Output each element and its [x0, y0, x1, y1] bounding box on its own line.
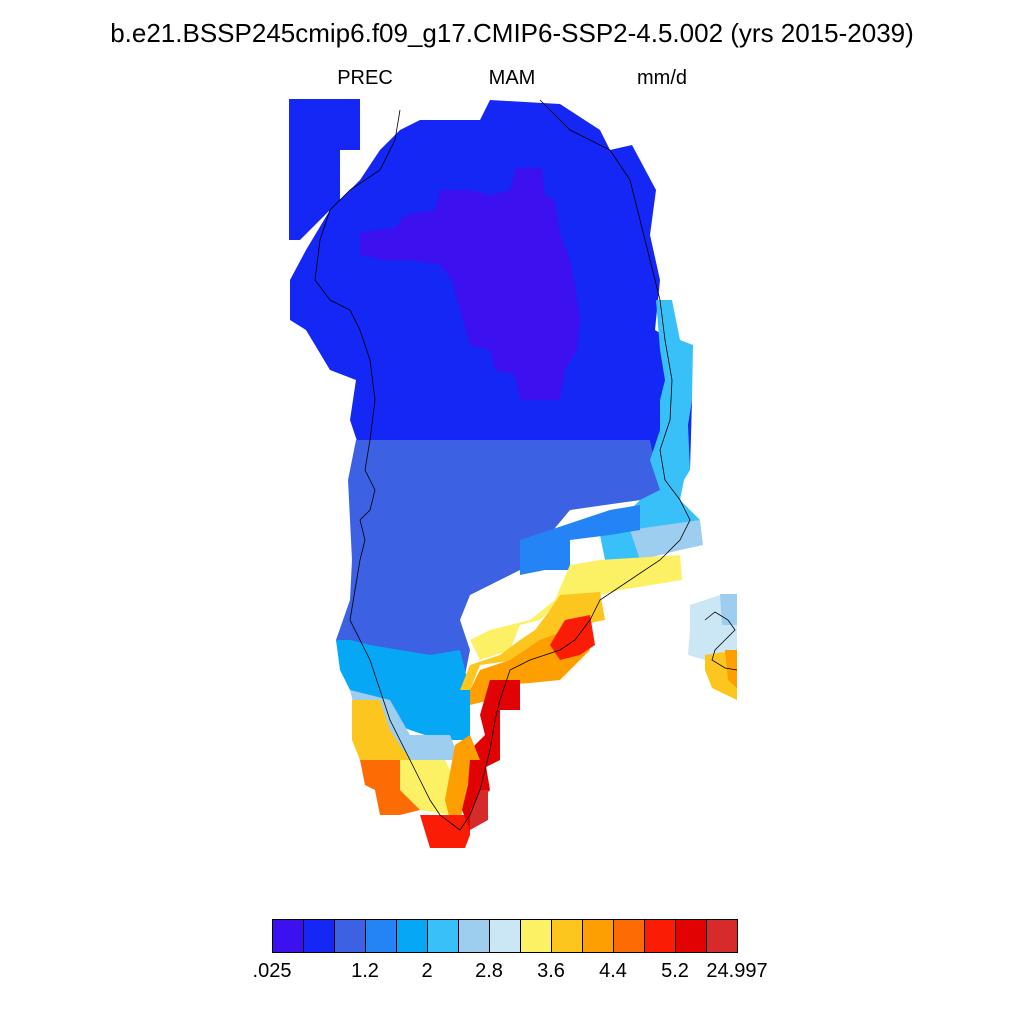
map-region-south-tip: [400, 760, 460, 815]
coastline: [704, 611, 738, 671]
colorbar-tick-label: .025: [252, 960, 292, 982]
colorbar-swatch: [335, 920, 366, 952]
map-region-hot-coast: [470, 680, 520, 770]
colorbar-swatch: [583, 920, 614, 952]
map-region-low-precip: [289, 99, 360, 240]
units-label: mm/d: [637, 67, 687, 89]
map-region-warm-coast: [470, 555, 682, 660]
map-region-south-tip: [470, 790, 488, 830]
map-region-south-blue: [336, 640, 470, 740]
colorbar-tick-label: 24.997: [706, 960, 768, 982]
colorbar-tick-label: 1.2: [351, 960, 379, 982]
season-label: MAM: [488, 67, 536, 89]
colorbar-swatch: [707, 920, 737, 952]
colorbar-swatch: [273, 920, 304, 952]
map-region-coast-blue: [520, 505, 640, 575]
map-region-mid-precip: [336, 440, 660, 710]
map-region-south-tip: [420, 815, 470, 848]
map-region-warm-coast: [460, 592, 605, 690]
colorbar: [272, 919, 738, 953]
colorbar-tick-label: 5.2: [661, 960, 689, 982]
colorbar-swatch: [397, 920, 428, 952]
colorbar-swatch: [366, 920, 397, 952]
colorbar-swatch: [614, 920, 645, 952]
colorbar-swatch: [552, 920, 583, 952]
colorbar-swatch: [459, 920, 490, 952]
colorbar-swatch: [490, 920, 521, 952]
colorbar-swatch: [676, 920, 707, 952]
colorbar-swatch: [304, 920, 335, 952]
colorbar-swatch: [645, 920, 676, 952]
coastline: [314, 99, 691, 831]
map-region-east-coast: [600, 300, 700, 560]
map-region-south-tip: [352, 700, 410, 770]
map-region-lowest-precip: [360, 168, 580, 400]
colorbar-tick-label: 2.8: [475, 960, 503, 982]
colorbar-tick-label: 4.4: [599, 960, 627, 982]
colorbar-tick-label: 3.6: [537, 960, 565, 982]
colorbar-swatch: [521, 920, 552, 952]
plot-title: b.e21.BSSP245cmip6.f09_g17.CMIP6-SSP2-4.…: [110, 18, 914, 48]
map-region-south-tip: [445, 735, 480, 820]
variable-label: PREC: [337, 67, 393, 89]
colorbar-tick-label: 2: [421, 960, 433, 982]
map-region-south-tip: [360, 760, 420, 815]
colorbar-swatch: [428, 920, 459, 952]
